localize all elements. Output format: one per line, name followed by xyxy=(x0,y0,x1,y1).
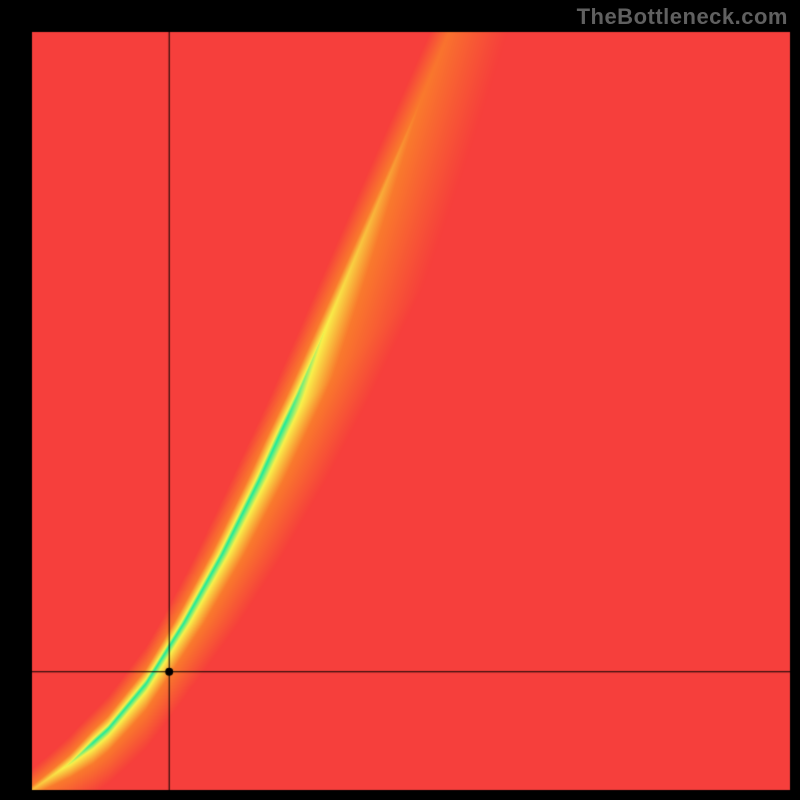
watermark-text: TheBottleneck.com xyxy=(577,4,788,30)
bottleneck-heatmap xyxy=(0,0,800,800)
